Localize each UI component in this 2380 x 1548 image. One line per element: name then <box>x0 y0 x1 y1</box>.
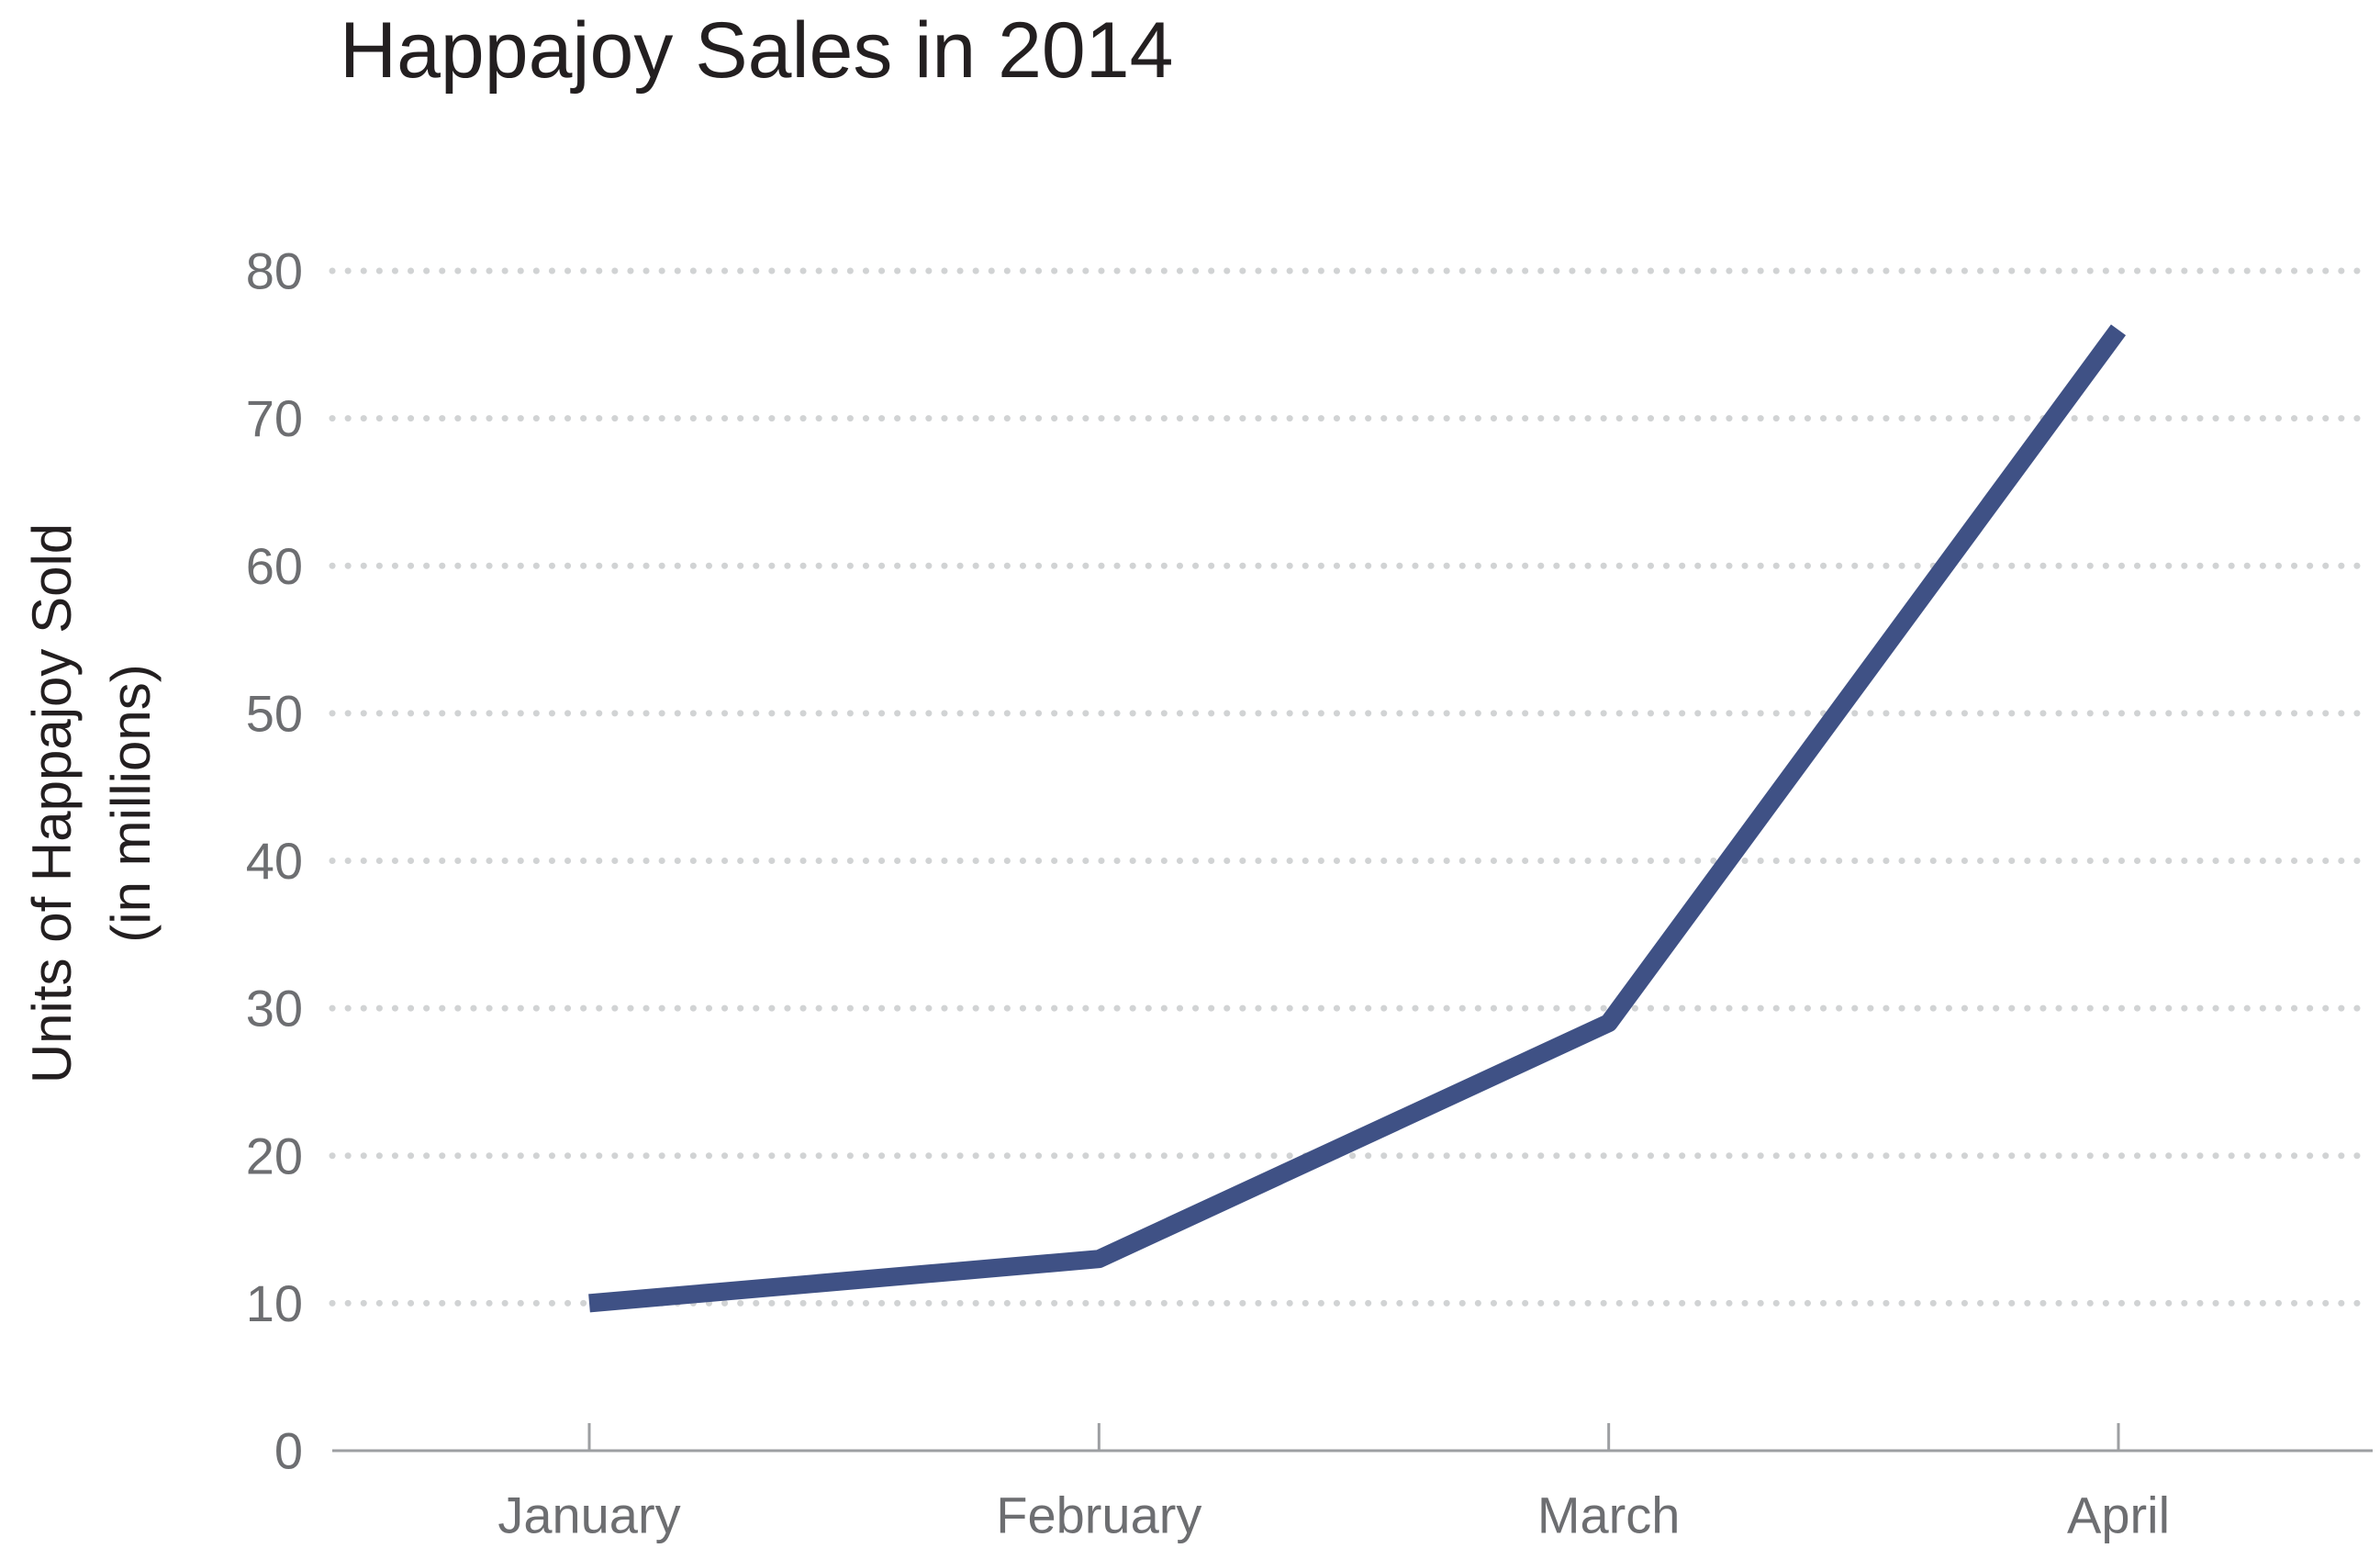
y-tick-label: 0 <box>274 1422 303 1480</box>
chart-title: Happajoy Sales in 2014 <box>340 6 1174 95</box>
y-tick-label: 10 <box>246 1274 303 1332</box>
x-tick-label: February <box>996 1486 1201 1544</box>
y-tick-label: 30 <box>246 980 303 1038</box>
y-tick-label: 40 <box>246 832 303 890</box>
y-tick-label: 20 <box>246 1127 303 1184</box>
y-tick-label: 60 <box>246 537 303 595</box>
series-line <box>588 324 2127 1313</box>
x-tick-label: January <box>497 1486 680 1544</box>
y-tick-label: 70 <box>246 389 303 447</box>
y-tick-label: 50 <box>246 684 303 742</box>
x-tick-label: April <box>2067 1486 2170 1544</box>
x-tick-label: March <box>1537 1486 1681 1544</box>
y-tick-label: 80 <box>246 242 303 300</box>
